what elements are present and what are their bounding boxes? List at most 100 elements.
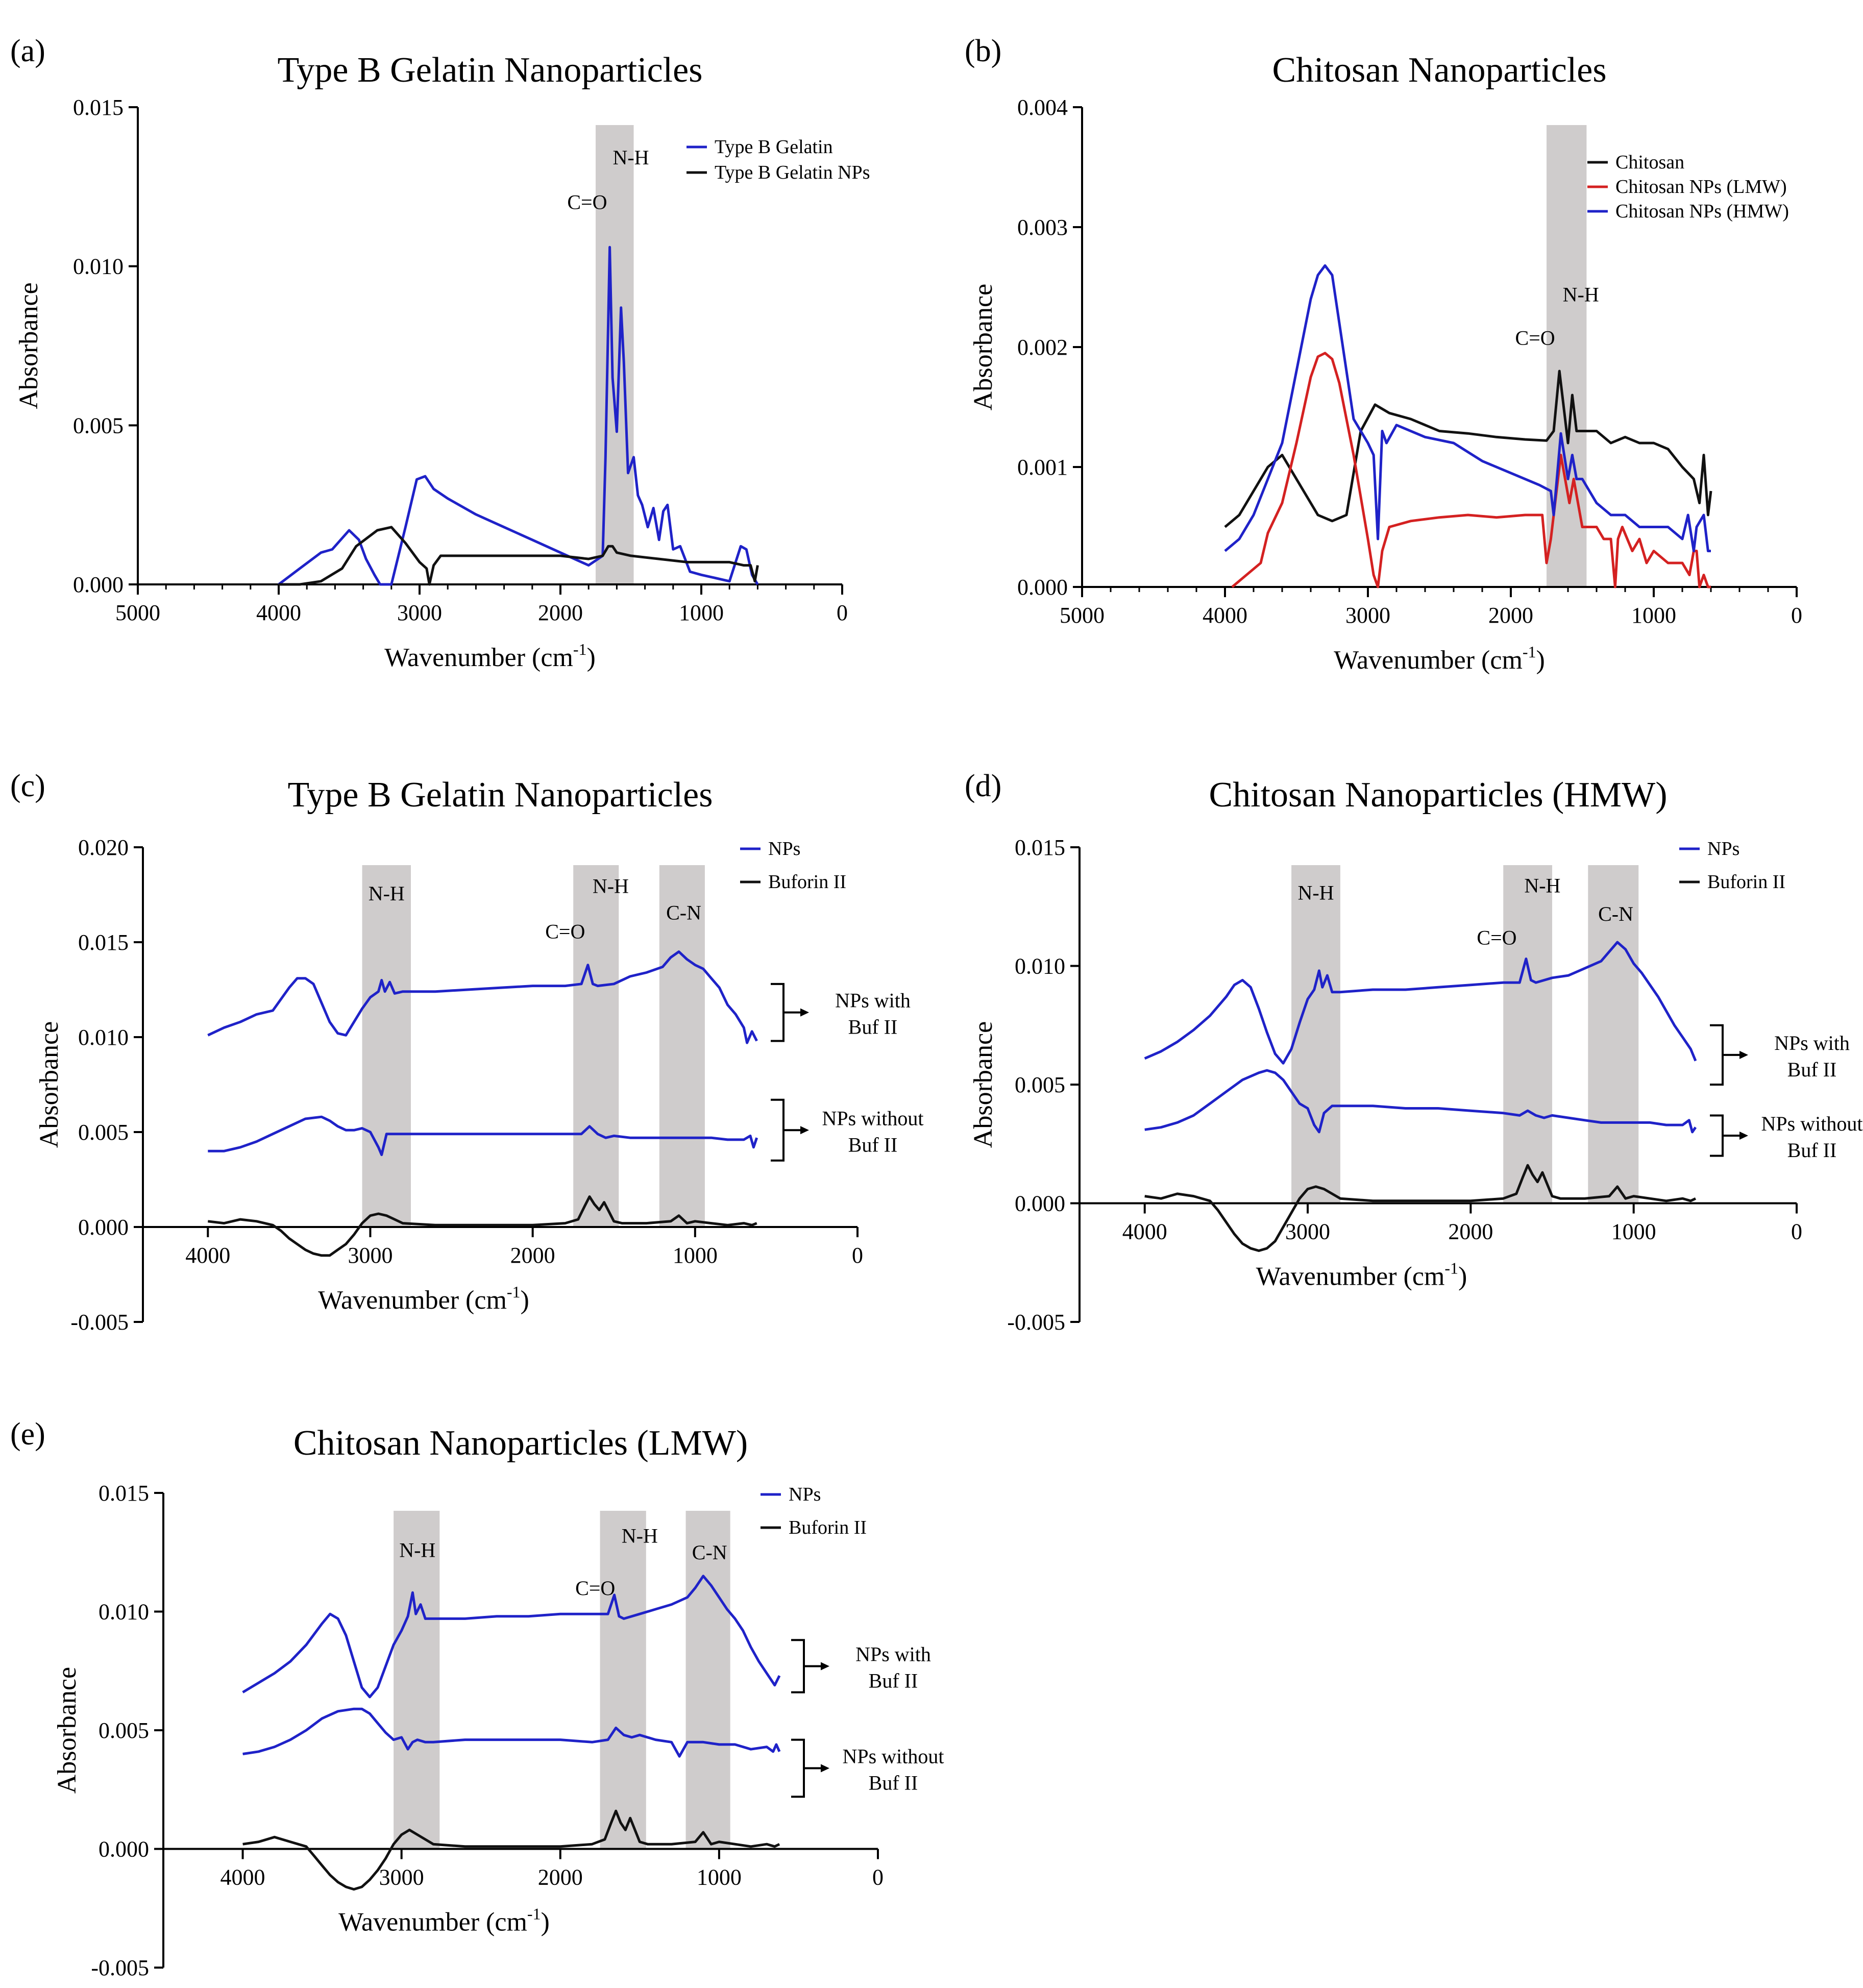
panel-label: (d) — [965, 769, 1001, 803]
panel-label: (c) — [10, 769, 45, 803]
legend-entry: Buforin II — [1707, 871, 1785, 893]
highlight-band — [573, 865, 619, 1227]
x-tick-label: 4000 — [256, 600, 301, 625]
y-tick-label: 0.005 — [99, 1718, 149, 1743]
x-tick-label: 3000 — [1285, 1219, 1330, 1244]
band-annotation: N-H — [369, 882, 405, 905]
x-tick-label: 2000 — [510, 1243, 555, 1268]
y-axis-label: Absorbance — [35, 1021, 64, 1148]
band-annotation: N-H — [1297, 881, 1334, 904]
band-annotation: N-H — [1524, 874, 1560, 897]
panel-label: (b) — [965, 34, 1001, 68]
band-annotation: C-N — [1598, 902, 1633, 925]
x-axis-label: Wavenumber (cm-1) — [384, 640, 596, 672]
highlight-band — [394, 1511, 440, 1849]
group-label: NPs without — [822, 1107, 924, 1130]
group-label: NPs without — [843, 1745, 944, 1768]
highlight-band — [659, 865, 705, 1227]
group-label: Buf II — [848, 1016, 898, 1039]
x-tick-label: 1000 — [1611, 1219, 1656, 1244]
x-tick-label: 0 — [837, 600, 848, 625]
group-label: Buf II — [869, 1771, 918, 1794]
group-label: Buf II — [848, 1133, 898, 1156]
legend: Chitosan Chitosan NPs (LMW) Chitosan NPs (… — [1587, 152, 1789, 222]
y-tick-label: 0.015 — [73, 95, 124, 120]
y-tick-label: 0.000 — [73, 572, 124, 597]
x-tick-label: 4000 — [185, 1243, 230, 1268]
y-tick-label: 0.003 — [1017, 215, 1068, 240]
highlight-band — [596, 125, 634, 584]
x-tick-label: 3000 — [1345, 603, 1390, 628]
x-tick-label: 2000 — [1448, 1219, 1493, 1244]
legend-entry: NPs — [768, 838, 800, 860]
y-tick-label: 0.001 — [1017, 455, 1068, 480]
y-axis-label: Absorbance — [53, 1667, 82, 1794]
x-tick-label: 2000 — [538, 600, 583, 625]
legend-entry: Type B Gelatin — [715, 136, 833, 158]
y-tick-label: 0.005 — [78, 1120, 129, 1145]
group-label: Buf II — [869, 1669, 918, 1692]
chart-title: Chitosan Nanoparticles (HMW) — [1209, 775, 1667, 815]
band-annotation: C=O — [1477, 926, 1516, 949]
series-line-1 — [279, 526, 759, 586]
series-line-2 — [1144, 1164, 1697, 1252]
highlight-band — [1291, 865, 1340, 1204]
series-line-2 — [208, 1195, 757, 1257]
group-bracket: NPs with Buf II — [1710, 1024, 1850, 1086]
highlight-band — [1503, 865, 1553, 1204]
group-label: NPs with — [1774, 1032, 1850, 1054]
x-tick-label: 0 — [1791, 603, 1802, 628]
series-line-0 — [207, 950, 758, 1044]
group-bracket: NPs with Buf II — [771, 983, 911, 1042]
band-annotation: C-N — [692, 1541, 727, 1564]
y-tick-label: 0.015 — [99, 1481, 149, 1506]
x-tick-label: 0 — [852, 1243, 863, 1268]
highlight-band — [362, 865, 411, 1227]
group-label: NPs with — [835, 989, 911, 1012]
series-line-0 — [1224, 370, 1712, 528]
x-tick-label: 4000 — [1122, 1219, 1167, 1244]
band-annotation: C=O — [545, 920, 585, 943]
highlight-band — [600, 1511, 646, 1849]
panel-a: (a) Type B Gelatin Nanoparticles 0.000 0.00… — [10, 34, 870, 672]
legend-entry: NPs — [1707, 838, 1739, 860]
series-line-0 — [242, 1575, 781, 1699]
legend-entry: Type B Gelatin NPs — [715, 162, 870, 183]
series-line-1 — [242, 1707, 781, 1758]
band-annotation: C=O — [567, 190, 607, 213]
group-bracket: NPs with Buf II — [791, 1639, 931, 1694]
band-annotation: N-H — [399, 1539, 435, 1562]
series-line-1 — [208, 1115, 758, 1157]
y-tick-label: 0.000 — [1015, 1191, 1065, 1216]
y-tick-label: 0.015 — [1015, 835, 1065, 860]
legend-entry: NPs — [789, 1484, 821, 1505]
group-label: Buf II — [1787, 1058, 1837, 1081]
group-bracket: NPs without Buf II — [771, 1098, 924, 1162]
chart-title: Type B Gelatin Nanoparticles — [288, 775, 713, 815]
y-axis-label: Absorbance — [969, 284, 998, 410]
x-tick-label: 3000 — [397, 600, 442, 625]
y-tick-label: 0.010 — [1015, 954, 1065, 979]
legend-entry: Chitosan NPs (HMW) — [1615, 201, 1789, 222]
legend: NPs Buforin II — [761, 1484, 867, 1538]
series-line-0 — [1144, 941, 1697, 1065]
y-tick-label: 0.000 — [78, 1215, 129, 1240]
group-bracket: NPs without Buf II — [791, 1738, 944, 1798]
y-tick-label: -0.005 — [91, 1955, 149, 1980]
series-line-1 — [1231, 352, 1711, 588]
y-axis-label: Absorbance — [969, 1021, 998, 1148]
x-tick-label: 5000 — [1060, 603, 1105, 628]
legend-entry: Buforin II — [768, 871, 846, 893]
x-tick-label: 4000 — [1203, 603, 1247, 628]
panel-c: (c) Type B Gelatin Nanoparticles -0.005 0.0… — [10, 769, 923, 1335]
y-tick-label: -0.005 — [70, 1310, 129, 1335]
x-tick-label: 3000 — [379, 1865, 424, 1890]
y-tick-label: 0.010 — [78, 1025, 129, 1050]
band-annotation: N-H — [593, 874, 629, 897]
y-tick-label: 0.002 — [1017, 335, 1068, 360]
x-axis-label: Wavenumber (cm-1) — [1334, 643, 1545, 675]
panel-d: (d) Chitosan Nanoparticles (HMW) -0.005 0.0… — [965, 769, 1862, 1335]
chart-title: Chitosan Nanoparticles — [1272, 51, 1606, 90]
x-tick-label: 3000 — [348, 1243, 393, 1268]
